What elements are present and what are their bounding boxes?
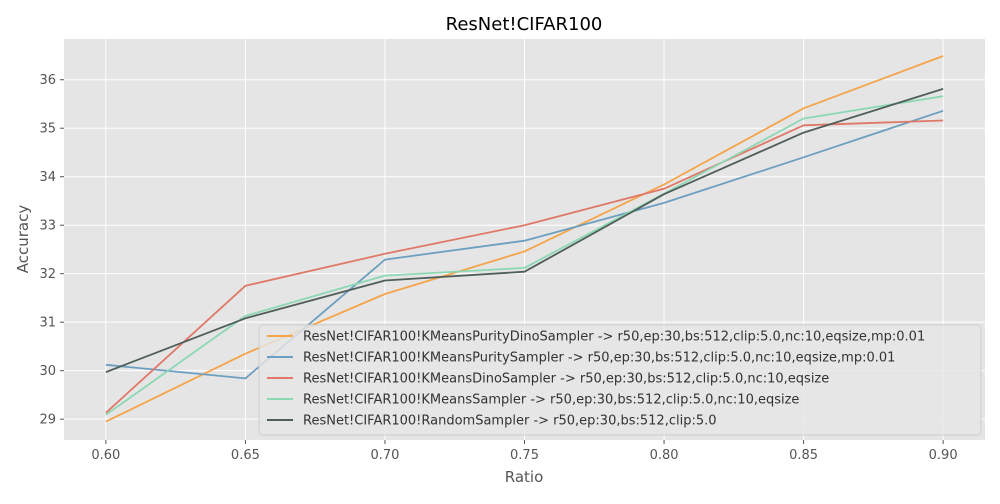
x-tick-label: 0.70: [370, 448, 399, 463]
legend-box: [258, 324, 982, 436]
y-tick-label: 35: [39, 122, 56, 137]
x-tick-label: 0.75: [510, 448, 539, 463]
legend-label: ResNet!CIFAR100!KMeansDinoSampler -> r50…: [303, 372, 829, 387]
series-line-1: [105, 55, 944, 423]
y-tick-label: 30: [39, 364, 56, 379]
y-tick-label: 33: [39, 219, 56, 234]
legend-label: ResNet!CIFAR100!KMeansPurityDinoSampler …: [303, 330, 925, 345]
y-tick-label: 32: [39, 267, 56, 282]
y-tick-label: 29: [39, 413, 56, 428]
x-tick-label: 0.65: [231, 448, 260, 463]
x-tick-label: 0.85: [789, 448, 818, 463]
x-tick-label: 0.90: [929, 448, 958, 463]
y-tick-label: 34: [39, 170, 56, 185]
x-axis-label: Ratio: [505, 468, 544, 486]
series-line-2: [105, 109, 944, 380]
series-line-5: [105, 88, 944, 373]
series-lines: [105, 55, 944, 423]
chart-title: ResNet!CIFAR100: [446, 14, 603, 35]
x-tick-labels: 0.60 0.65 0.70 0.75 0.80 0.85 0.90: [91, 440, 958, 463]
y-tick-label: 36: [39, 73, 56, 88]
x-tick-label: 0.60: [91, 448, 120, 463]
series-line-4: [105, 95, 944, 416]
y-tick-label: 31: [39, 316, 56, 331]
legend-label: ResNet!CIFAR100!KMeansSampler -> r50,ep:…: [303, 393, 799, 408]
grid-lines: [64, 39, 985, 440]
series-line-3: [105, 119, 944, 414]
legend-label: ResNet!CIFAR100!KMeansPuritySampler -> r…: [303, 351, 895, 366]
y-axis-label: Accuracy: [14, 205, 32, 274]
legend: ResNet!CIFAR100!KMeansPurityDinoSampler …: [258, 324, 982, 436]
legend-label: ResNet!CIFAR100!RandomSampler -> r50,ep:…: [303, 414, 717, 429]
x-tick-label: 0.80: [650, 448, 679, 463]
y-tick-labels: 29 30 31 32 33 34 35 36: [39, 73, 64, 428]
